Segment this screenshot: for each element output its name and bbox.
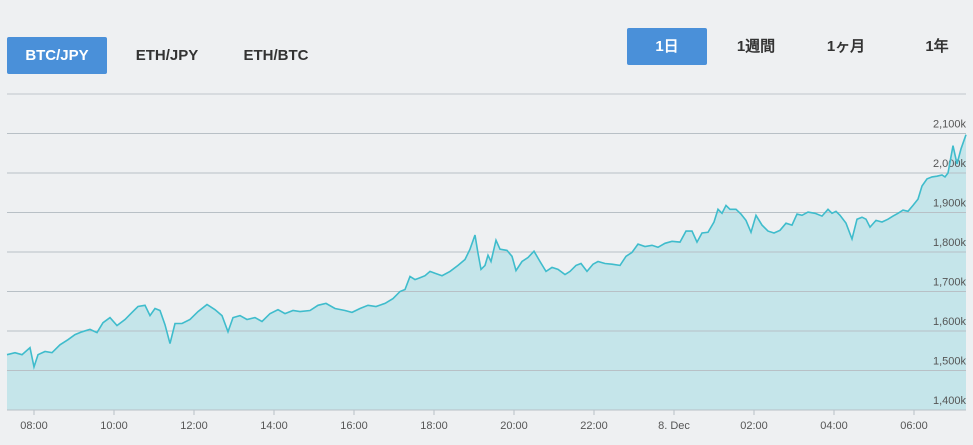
tab[interactable]: ETH/JPY bbox=[135, 47, 199, 64]
y-tick-label: 2,100k bbox=[933, 119, 967, 131]
x-tick-label: 22:00 bbox=[580, 420, 608, 432]
line bbox=[6, 134, 967, 371]
y-tick-label: 1,400k bbox=[933, 395, 967, 407]
x-tick-label: 14:00 bbox=[260, 420, 288, 432]
y-tick-label: 1,600k bbox=[933, 316, 967, 328]
x-tick-label: 8. Dec bbox=[658, 420, 690, 432]
x-tick-label: 12:00 bbox=[180, 420, 208, 432]
y-tick-label: 1,900k bbox=[933, 198, 967, 210]
y-tick-label: 1,500k bbox=[933, 356, 967, 368]
tab[interactable]: 1日 bbox=[627, 28, 707, 65]
y-tick-label: 1,800k bbox=[933, 237, 967, 249]
x-tick-label: 10:00 bbox=[100, 420, 128, 432]
x-tick-label: 20:00 bbox=[500, 420, 528, 432]
tab[interactable]: 1ヶ月 bbox=[826, 38, 866, 55]
x-tick-label: 16:00 bbox=[340, 420, 368, 432]
tab[interactable]: 1週間 bbox=[736, 38, 776, 55]
x-tick-label: 02:00 bbox=[740, 420, 768, 432]
tab[interactable]: BTC/JPY bbox=[7, 37, 107, 74]
x-tick-label: 18:00 bbox=[420, 420, 448, 432]
tab[interactable]: ETH/BTC bbox=[243, 47, 309, 64]
tab[interactable]: 1年 bbox=[925, 38, 949, 55]
area bbox=[7, 134, 966, 410]
y-tick-label: 1,700k bbox=[933, 277, 967, 289]
x-tick-label: 06:00 bbox=[900, 420, 928, 432]
x-tick-label: 08:00 bbox=[20, 420, 48, 432]
x-tick-label: 04:00 bbox=[820, 420, 848, 432]
